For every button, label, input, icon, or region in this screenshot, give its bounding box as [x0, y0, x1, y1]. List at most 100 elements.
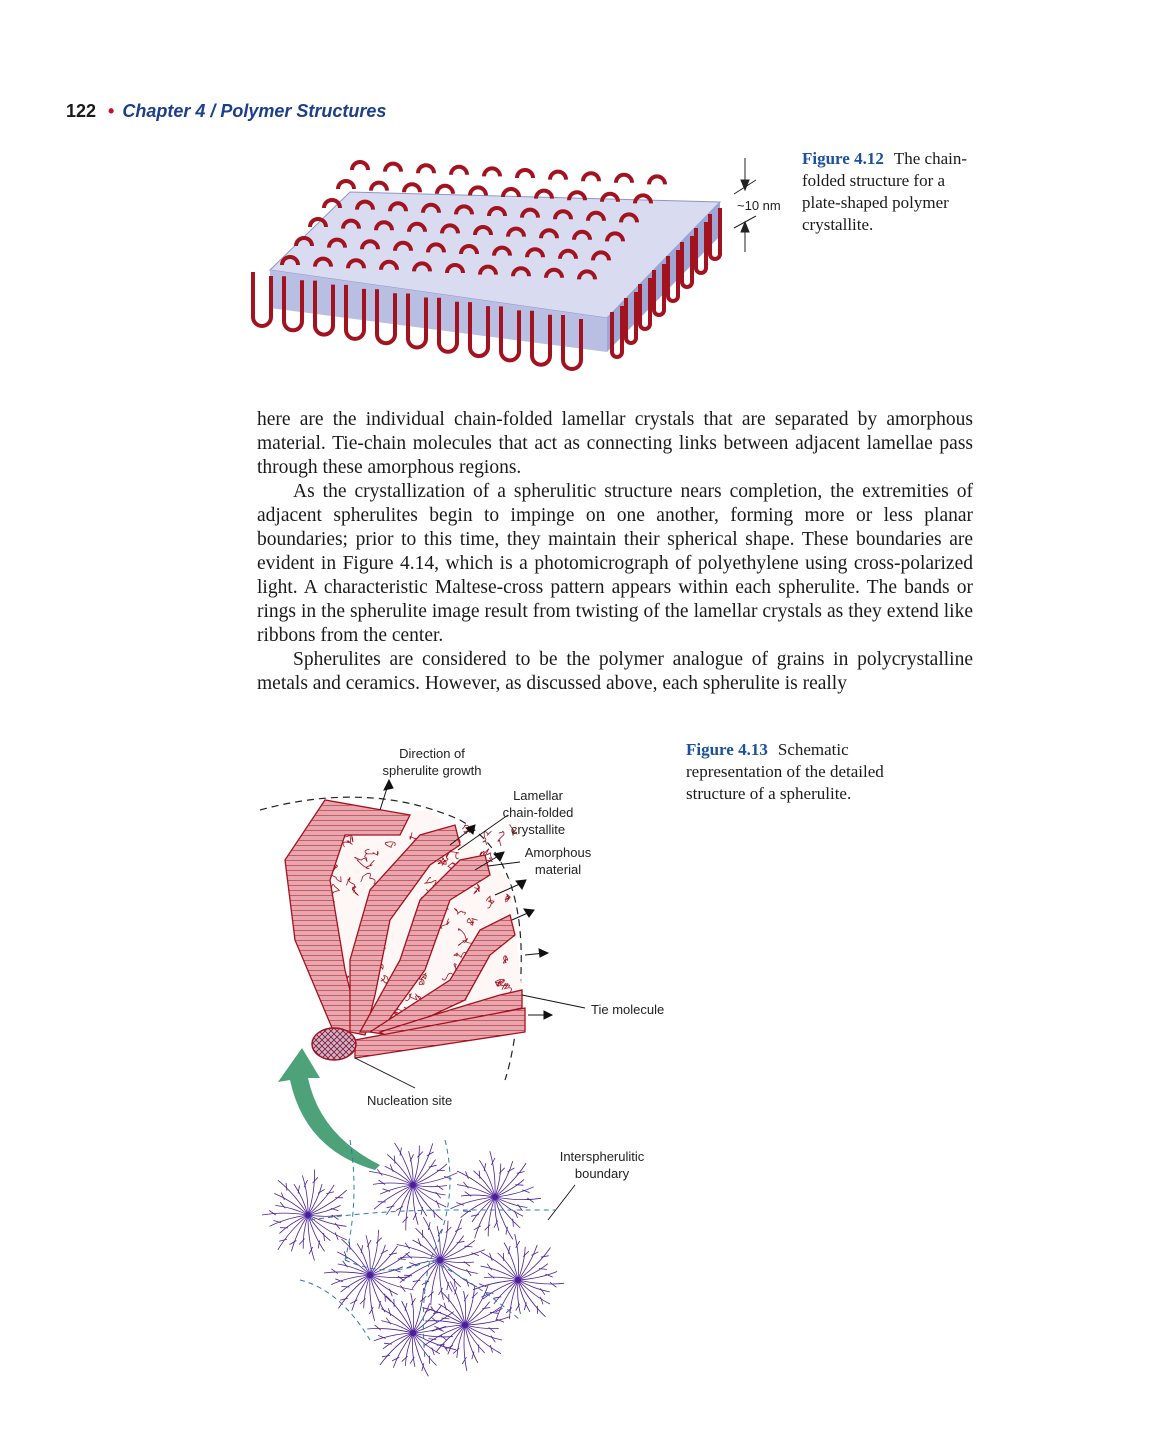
- chain-fold-loop: [341, 218, 361, 229]
- amorphous-chain: [502, 955, 509, 964]
- dimension-label: ~10 nm: [737, 198, 781, 213]
- chain-fold-loop: [308, 217, 328, 228]
- chain-fold-loop: [577, 269, 597, 280]
- amorphous-chain: [380, 975, 389, 984]
- chain-fold-edge: [666, 250, 680, 303]
- chain-fold-loop: [581, 171, 601, 182]
- label-direction-2: spherulite growth: [383, 763, 482, 778]
- chain-fold-loop: [374, 220, 394, 231]
- chain-fold-loop: [525, 247, 545, 258]
- paragraph-1: here are the individual chain-folded lam…: [257, 409, 973, 478]
- chain-fold-loop: [280, 255, 300, 266]
- chain-fold-loop: [506, 226, 526, 237]
- amorphous-chain: [356, 859, 375, 870]
- chain-fold-loop: [440, 223, 460, 234]
- spherulite: [472, 1234, 564, 1321]
- chain-fold-loop: [454, 204, 474, 215]
- label-boundary-1: Interspherulitic: [560, 1149, 645, 1164]
- amorphous-chain: [346, 877, 356, 891]
- chain-fold-hairpin: [530, 310, 552, 367]
- chain-fold-loop: [360, 239, 380, 250]
- paragraph-2: As the crystallization of a spherulitic …: [257, 481, 973, 646]
- chain-fold-loop: [591, 250, 611, 261]
- chain-fold-loop: [478, 264, 498, 275]
- running-header: 122 • Chapter 4 / Polymer Structures: [66, 101, 386, 122]
- chain-fold-hairpin: [561, 315, 583, 371]
- figure-4-13-caption-text: Schematic representation of the detailed…: [686, 740, 884, 803]
- amorphous-chain: [441, 857, 447, 866]
- chain-fold-hairpin: [499, 306, 521, 363]
- chain-fold-edge: [610, 306, 624, 359]
- chain-fold-loop: [647, 174, 667, 185]
- chain-fold-loop: [614, 172, 634, 184]
- spherulite: [261, 1169, 347, 1261]
- chain-fold-loop: [421, 202, 441, 214]
- chain-fold-loop: [407, 221, 427, 233]
- chain-fold-loop: [294, 236, 314, 247]
- chain-fold-loop: [435, 183, 455, 195]
- amorphous-chain: [473, 883, 481, 895]
- label-lamellar-3: crystallite: [511, 822, 565, 837]
- chain-fold-loop: [468, 185, 488, 196]
- chain-fold-loop: [553, 209, 573, 220]
- chain-fold-loop: [511, 266, 531, 277]
- chain-fold-loop: [515, 168, 535, 179]
- chain-fold-loop: [449, 164, 469, 176]
- amorphous-chain: [466, 917, 478, 926]
- label-lamellar-2: chain-folded: [503, 805, 574, 820]
- spherulite: [396, 1216, 485, 1306]
- paragraph-3: Spherulites are considered to be the pol…: [257, 649, 973, 694]
- chain-fold-loop: [327, 237, 347, 248]
- amorphous-chain: [486, 852, 493, 862]
- label-lamellar-1: Lamellar: [513, 788, 564, 803]
- amorphous-chain: [497, 831, 505, 847]
- chain-fold-loop: [388, 201, 408, 212]
- chain-fold-loop: [336, 179, 356, 190]
- chain-fold-loop: [605, 231, 625, 242]
- chain-fold-hairpin: [344, 284, 366, 341]
- spherulite: [422, 1281, 511, 1372]
- chapter-title: Chapter 4 / Polymer Structures: [122, 101, 387, 121]
- chain-fold-hairpin: [313, 280, 335, 337]
- chain-fold-loop: [369, 180, 389, 191]
- chain-fold-loop: [619, 212, 639, 223]
- amorphous-chain: [421, 972, 427, 985]
- chain-fold-loop: [379, 259, 399, 271]
- figure-4-13-label: Figure 4.13: [686, 740, 768, 759]
- chain-fold-loop: [572, 229, 592, 241]
- figure-4-12-caption: Figure 4.12 The chain-folded structure fo…: [802, 148, 982, 236]
- figure-4-13-illustration: Direction of spherulite growth Lamellar …: [259, 746, 664, 1377]
- chain-fold-loop: [393, 240, 413, 252]
- chain-fold-hairpin: [251, 272, 273, 328]
- page-number: 122: [66, 101, 97, 121]
- body-text: here are the individual chain-folded lam…: [257, 408, 973, 696]
- chain-fold-loop: [322, 198, 342, 209]
- chain-fold-loop: [459, 244, 479, 255]
- chain-fold-hairpin: [406, 293, 428, 350]
- amorphous-chain: [342, 834, 353, 848]
- label-direction-1: Direction of: [399, 746, 465, 761]
- chain-fold-loop: [633, 193, 653, 204]
- chain-fold-loop: [445, 263, 465, 274]
- chain-fold-loop: [355, 199, 375, 210]
- chain-fold-loop: [383, 161, 403, 172]
- amorphous-chain: [364, 848, 379, 856]
- amorphous-chain: [453, 908, 466, 915]
- figure-4-13-caption: Figure 4.13 Schematic representation of t…: [686, 739, 931, 805]
- figure-4-12-caption-text: The chain-folded structure for a plate-s…: [802, 149, 968, 234]
- chain-fold-edge: [638, 278, 652, 331]
- label-amorphous-2: material: [535, 862, 581, 877]
- chain-fold-loop: [600, 191, 620, 203]
- label-amorphous-1: Amorphous: [525, 845, 592, 860]
- amorphous-chain: [504, 893, 511, 903]
- chain-fold-loop: [492, 245, 512, 256]
- chain-fold-loop: [539, 228, 559, 239]
- label-boundary-2: boundary: [575, 1166, 630, 1181]
- label-tie-molecule: Tie molecule: [591, 1002, 664, 1017]
- chain-fold-loop: [473, 225, 493, 236]
- chain-fold-loop: [346, 258, 366, 269]
- chain-fold-loop: [350, 160, 370, 171]
- chain-fold-loop: [416, 163, 436, 174]
- amorphous-chain: [453, 951, 467, 959]
- chain-fold-edge: [708, 208, 722, 261]
